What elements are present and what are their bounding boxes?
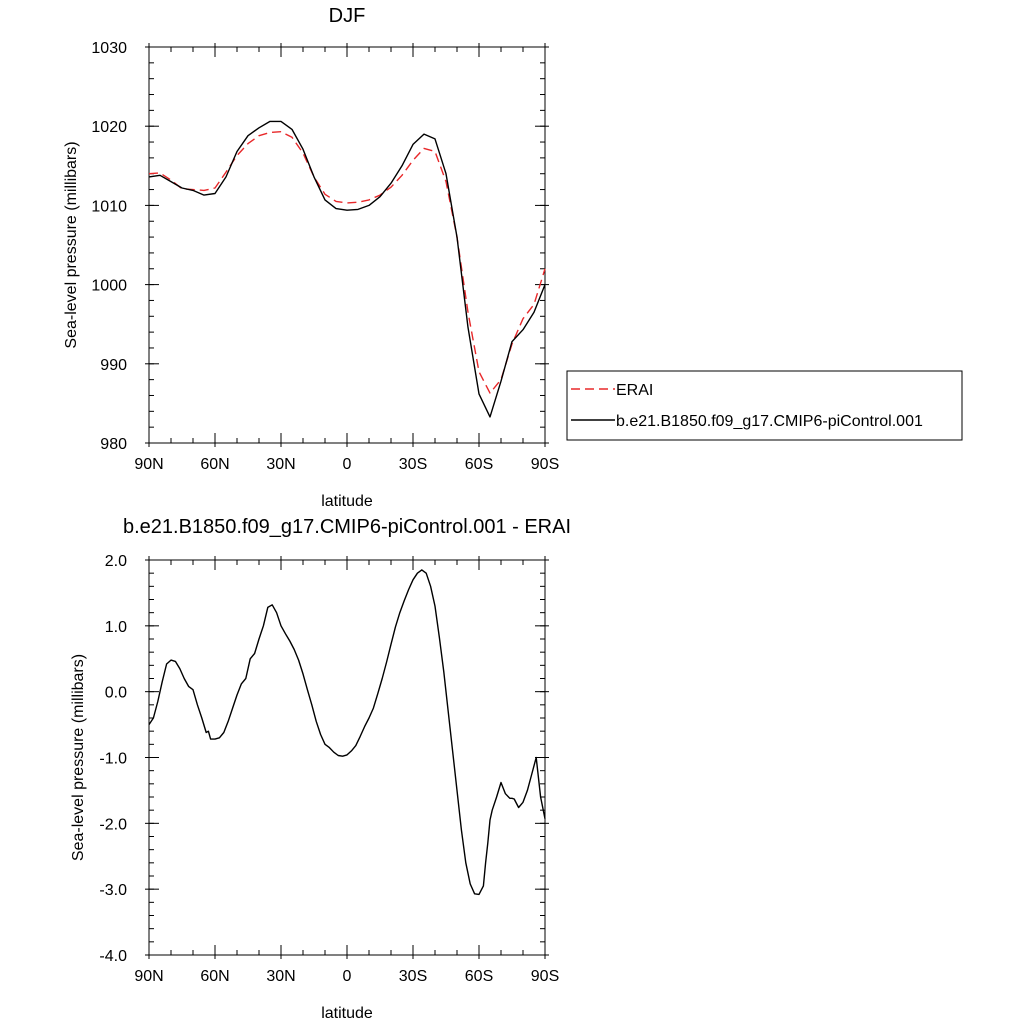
- y-tick-label: 990: [100, 357, 127, 374]
- y-tick-label: 1000: [91, 278, 127, 295]
- x-axis-title: latitude: [321, 493, 373, 510]
- x-tick-label: 30S: [399, 968, 427, 985]
- y-tick-label: -3.0: [99, 882, 127, 899]
- series-line-difference: [148, 569, 546, 896]
- y-tick-label: -2.0: [99, 816, 127, 833]
- y-axis-title: Sea-level pressure (millibars): [63, 141, 80, 348]
- x-tick-label: 90S: [531, 968, 559, 985]
- chart-title: b.e21.B1850.f09_g17.CMIP6-piControl.001 …: [123, 516, 571, 538]
- x-tick-label: 60S: [465, 968, 493, 985]
- plot-frame: [148, 559, 546, 956]
- legend-box: [566, 370, 963, 441]
- legend-label: b.e21.B1850.f09_g17.CMIP6-piControl.001: [616, 413, 923, 430]
- series-line-model: [148, 120, 546, 418]
- series-line-erai: [148, 130, 546, 394]
- y-tick-label: 1020: [91, 119, 127, 136]
- x-tick-label: 60S: [465, 456, 493, 473]
- legend-label: ERAI: [616, 382, 653, 399]
- x-tick-label: 30N: [266, 968, 295, 985]
- x-tick-label: 60N: [200, 456, 229, 473]
- y-tick-label: 980: [100, 436, 127, 453]
- y-tick-label: 1030: [91, 40, 127, 57]
- chart-djf: 90N 60N 30N 0 30S 60S 90S 1030 1020 1010 1000 990 98…: [63, 5, 559, 510]
- plot-frame: [148, 46, 546, 444]
- chart-title: DJF: [329, 5, 366, 27]
- y-tick-label: -1.0: [99, 751, 127, 768]
- x-tick-label: 90S: [531, 456, 559, 473]
- y-tick-label: 1.0: [105, 619, 127, 636]
- x-tick-label: 60N: [200, 968, 229, 985]
- x-tick-label: 90N: [134, 456, 163, 473]
- legend: ERAI b.e21.B1850.f09_g17.CMIP6-piControl.…: [566, 370, 963, 441]
- y-tick-label: 2.0: [105, 553, 127, 570]
- y-tick-label: 1010: [91, 198, 127, 215]
- x-tick-label: 90N: [134, 968, 163, 985]
- x-tick-label: 30S: [399, 456, 427, 473]
- chart-difference: 90N 60N 30N 0 30S 60S 90S 2.0 1.0 0.0 -1.0 -2.0 -3.0…: [70, 516, 571, 1022]
- x-tick-label: 0: [343, 968, 352, 985]
- y-tick-label: 0.0: [105, 685, 127, 702]
- x-axis-title: latitude: [321, 1005, 373, 1022]
- x-tick-label: 0: [343, 456, 352, 473]
- x-tick-label: 30N: [266, 456, 295, 473]
- y-tick-label: -4.0: [99, 948, 127, 965]
- y-axis-title: Sea-level pressure (millibars): [70, 654, 87, 861]
